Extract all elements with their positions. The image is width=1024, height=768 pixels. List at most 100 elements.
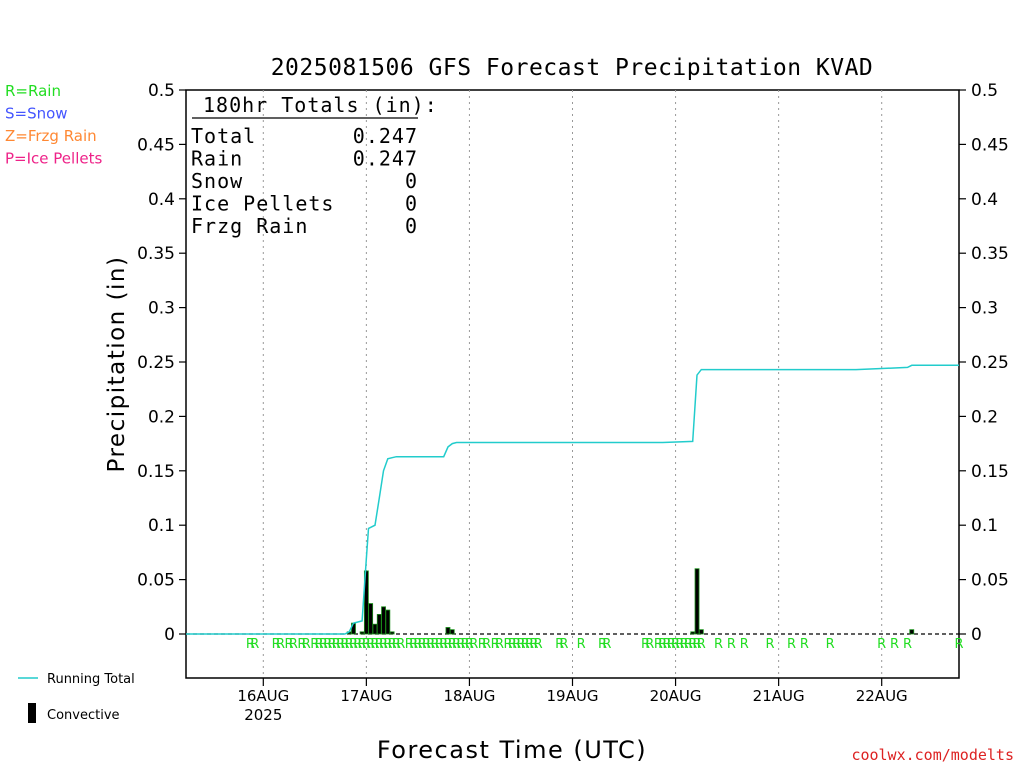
y-tick-label-right: 0.3	[971, 299, 998, 319]
ptype-mark: R	[727, 637, 736, 652]
ptype-mark: R	[405, 637, 414, 652]
ptype-mark: R	[787, 637, 796, 652]
convective-bar	[389, 631, 395, 635]
ptype-mark: R	[409, 637, 418, 652]
ptype-mark: R	[671, 637, 680, 652]
y-tick-label: 0.45	[137, 135, 175, 155]
ptype-mark: R	[448, 637, 457, 652]
y-tick-label-right: 0.2	[971, 407, 998, 427]
totals-header: 180hr Totals (in):	[203, 93, 438, 117]
y-tick-label: 0.25	[137, 353, 175, 373]
totals-row-value: 0	[405, 214, 418, 238]
ptype-mark: R	[323, 637, 332, 652]
ptype-mark: R	[349, 637, 358, 652]
ptype-mark: R	[461, 637, 470, 652]
y-tick-label: 0	[164, 625, 175, 645]
totals-row-value: 0.247	[353, 124, 418, 148]
y-tick-label: 0.5	[148, 81, 175, 101]
x-axis-label: Forecast Time (UTC)	[377, 736, 647, 764]
ptype-mark: R	[302, 637, 311, 652]
ptype-mark: R	[688, 637, 697, 652]
x-tick-label: 19AUG	[547, 687, 599, 705]
ptype-mark: R	[332, 637, 341, 652]
ptype-mark: R	[383, 637, 392, 652]
x-tick-label: 21AUG	[753, 687, 805, 705]
ptype-mark: R	[375, 637, 384, 652]
ptype-mark: R	[439, 637, 448, 652]
ptype-mark: R	[379, 637, 388, 652]
ptype-mark: R	[654, 637, 663, 652]
ptype-mark: R	[658, 637, 667, 652]
ptype-mark: R	[577, 637, 586, 652]
ptype-mark: R	[452, 637, 461, 652]
ptype-mark: R	[641, 637, 650, 652]
ptype-mark: R	[310, 637, 319, 652]
x-tick-label: 22AUG	[856, 687, 908, 705]
ptype-mark: R	[362, 637, 371, 652]
y-tick-label-right: 0.15	[971, 462, 1009, 482]
ptype-mark: R	[697, 637, 706, 652]
ptype-mark: R	[285, 637, 294, 652]
ptype-mark: R	[469, 637, 478, 652]
ptype-legend: R=Rain S=Snow Z=Frzg Rain P=Ice Pellets	[5, 82, 102, 168]
convective-bar	[381, 606, 386, 635]
ptype-mark: R	[508, 637, 517, 652]
ptype-mark: R	[495, 637, 504, 652]
ptype-mark: R	[246, 637, 255, 652]
y-tick-label-right: 0	[971, 625, 982, 645]
totals-box: 180hr Totals (in): Total 0.247 Rain 0.247 Sn…	[191, 93, 438, 238]
ptype-mark: R	[662, 637, 671, 652]
convective-bar	[372, 623, 378, 635]
convective-bar	[694, 568, 700, 635]
convective-bar	[445, 627, 451, 635]
ptype-mark: R	[392, 637, 401, 652]
ptype-mark: R	[345, 637, 354, 652]
ptype-mark: R	[272, 637, 281, 652]
ptype-mark: R	[319, 637, 328, 652]
x-tick-label: 17AUG	[340, 687, 392, 705]
totals-row-label: Snow	[191, 169, 243, 193]
vertical-gridlines	[262, 90, 883, 678]
ptype-mark: R	[431, 637, 440, 652]
ptype-mark: R	[714, 637, 723, 652]
ptype-mark: R	[482, 637, 491, 652]
ptype-mark: R	[336, 637, 345, 652]
totals-row-label: Rain	[191, 147, 243, 171]
ptype-mark: R	[327, 637, 336, 652]
ptype-mark: R	[418, 637, 427, 652]
ptype-mark: R	[388, 637, 397, 652]
ptype-legend-entry: S=Snow	[5, 105, 68, 123]
ptype-mark: R	[413, 637, 422, 652]
y-tick-label: 0.2	[148, 407, 175, 427]
chart-title: 2025081506 GFS Forecast Precipitation KV…	[271, 55, 874, 81]
ptype-mark: R	[684, 637, 693, 652]
convective-bar	[368, 603, 374, 635]
y-tick-label-right: 0.1	[971, 516, 998, 536]
series-legend-label: Running Total	[47, 672, 135, 687]
convective-bar	[385, 609, 391, 635]
ptype-mark: R	[766, 637, 775, 652]
y-axis-right-ticks: 0 0.05 0.1 0.15 0.2 0.25 0.3 0.35 0.4 0.45 0.5	[959, 81, 1009, 645]
ptype-mark: R	[800, 637, 809, 652]
totals-row-value: 0.247	[353, 147, 418, 171]
convective-bar	[376, 614, 382, 635]
ptype-mark: R	[667, 637, 676, 652]
convective-bar	[359, 631, 365, 635]
ptype-mark: R	[297, 637, 306, 652]
ptype-mark: R	[358, 637, 367, 652]
ptype-mark: R	[276, 637, 285, 652]
totals-row-label: Ice Pellets	[191, 192, 334, 216]
ptype-mark: R	[598, 637, 607, 652]
ptype-mark: R	[516, 637, 525, 652]
convective-bar	[363, 570, 369, 635]
ptype-mark: R	[396, 637, 405, 652]
ptype-mark: R	[826, 637, 835, 652]
y-tick-label-right: 0.5	[971, 81, 998, 101]
x-tick-label: 20AUG	[650, 687, 702, 705]
y-tick-label-right: 0.05	[971, 571, 1009, 591]
credit-text: coolwx.com/modelts	[851, 746, 1014, 764]
y-tick-label-right: 0.45	[971, 135, 1009, 155]
ptype-mark: R	[465, 637, 474, 652]
ptype-mark: R	[366, 637, 375, 652]
